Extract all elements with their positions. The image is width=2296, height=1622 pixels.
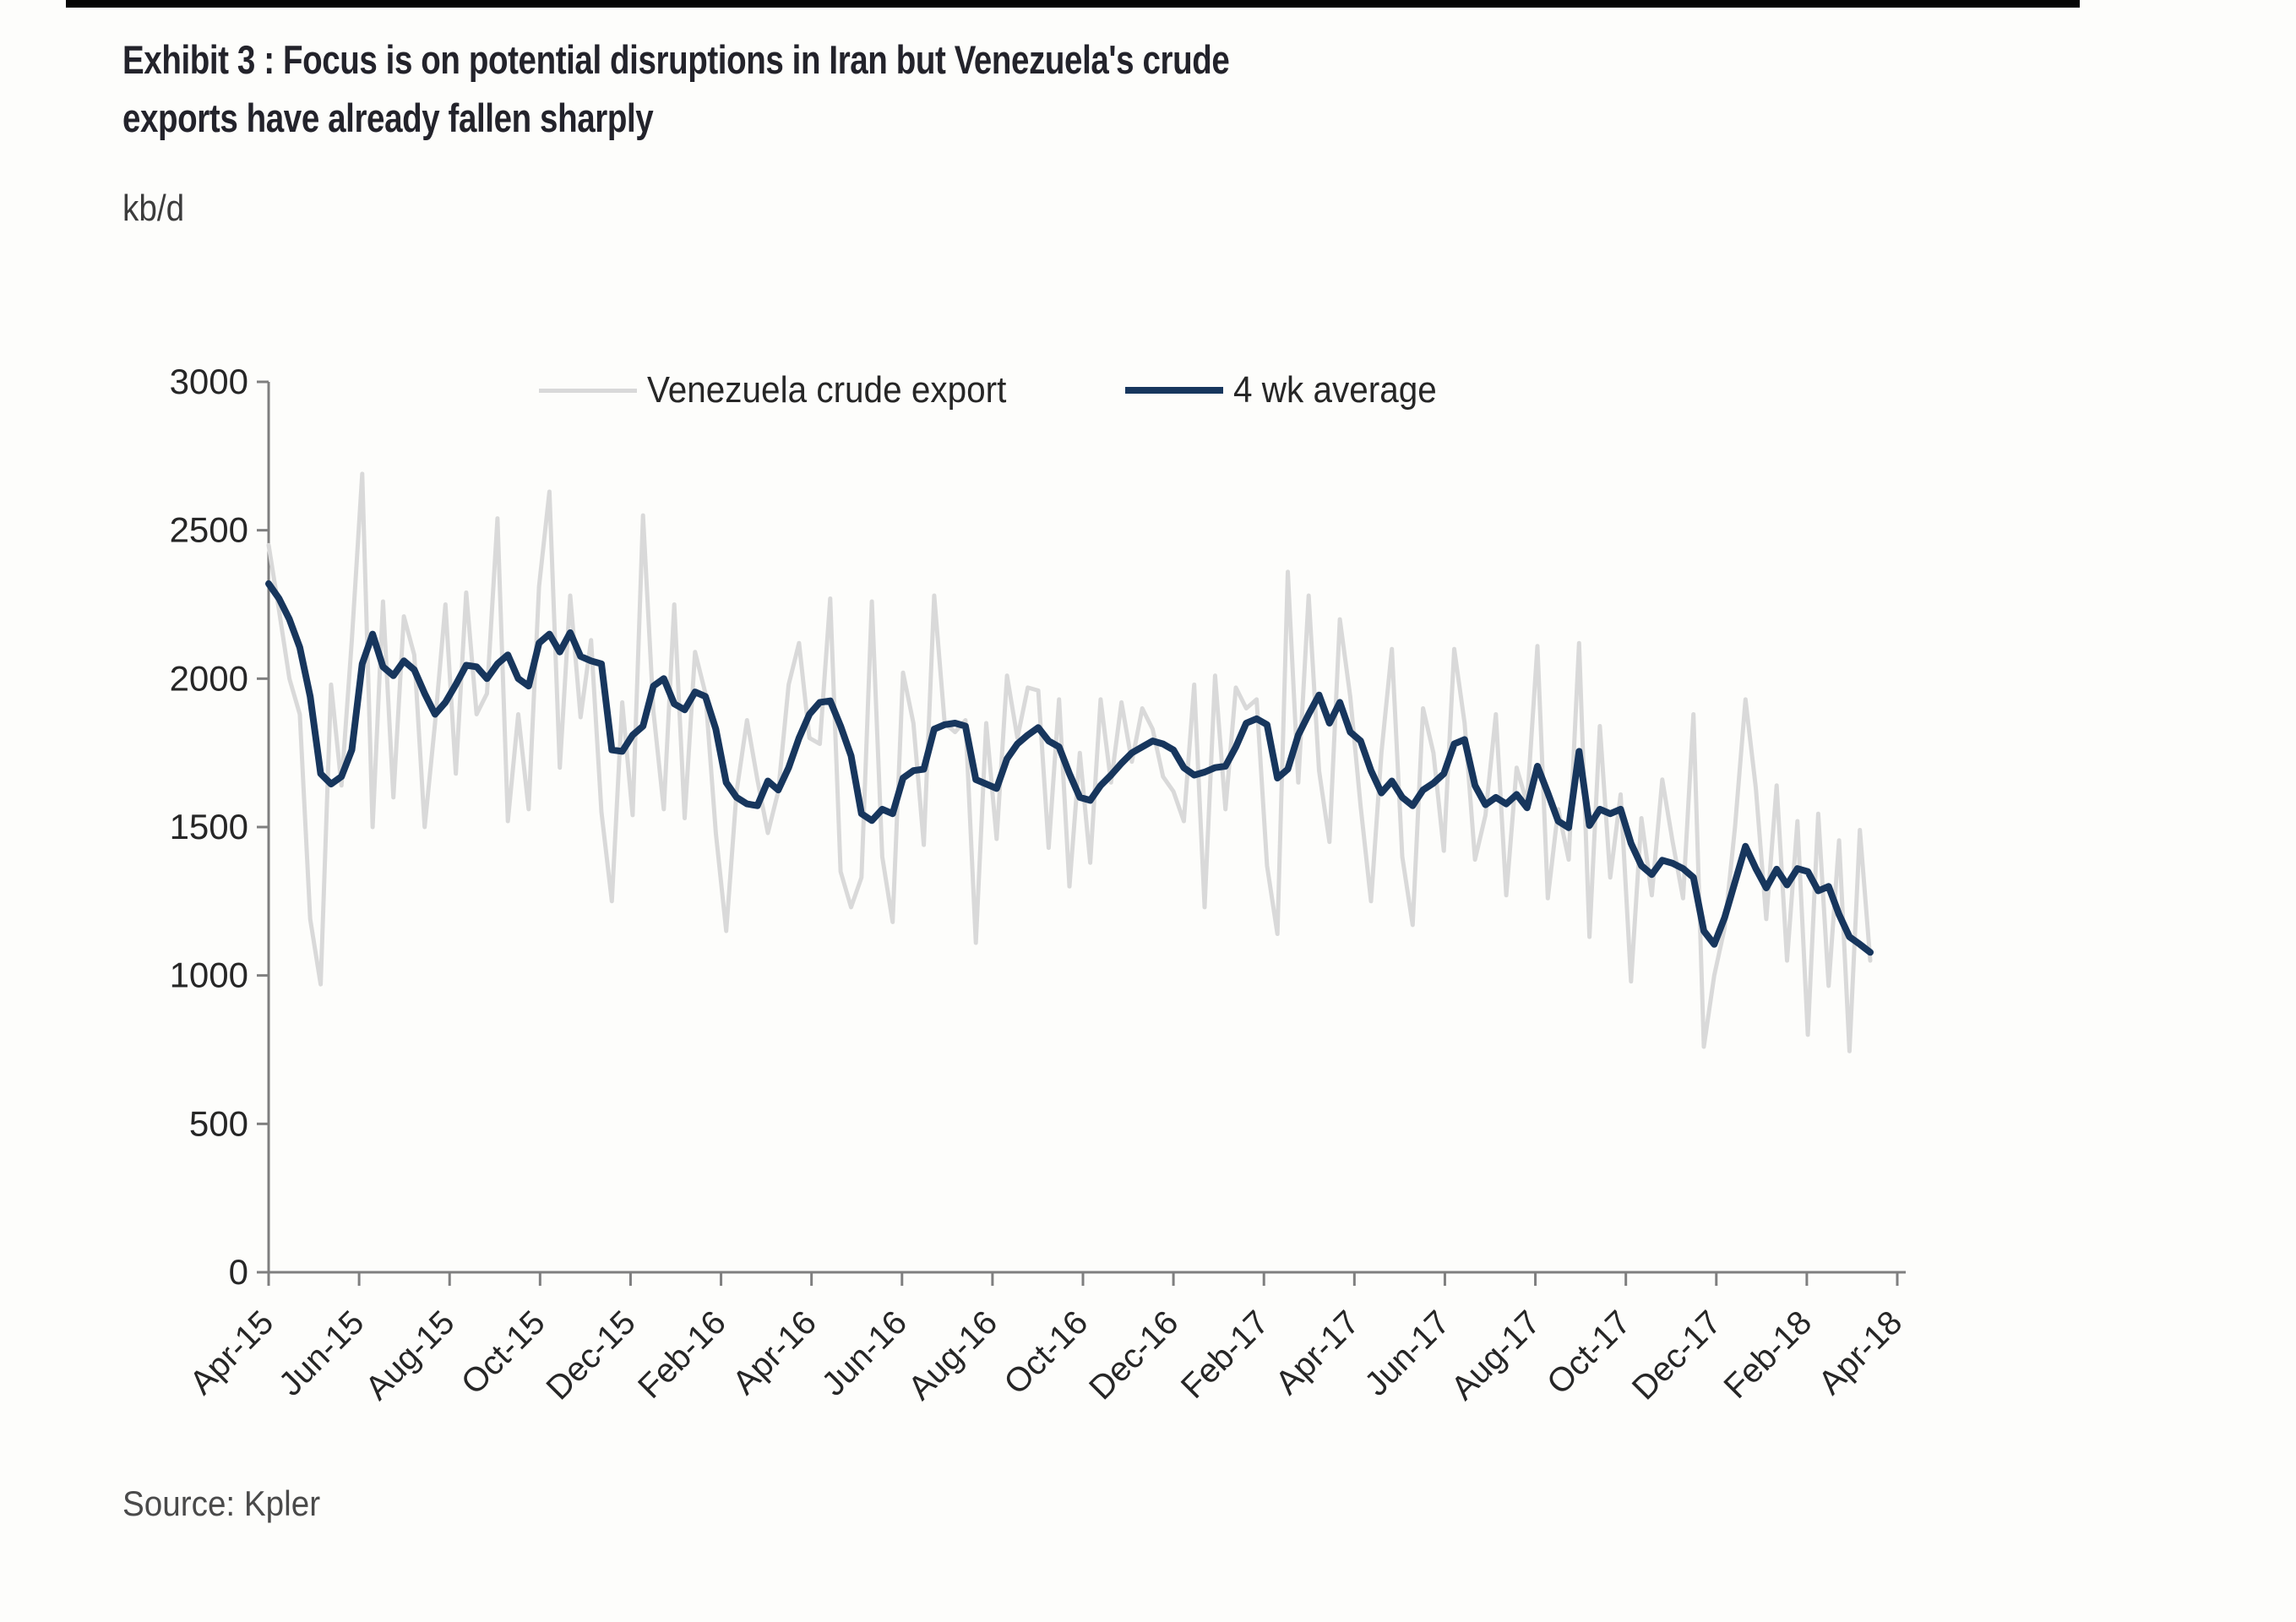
series-line-4-wk-average bbox=[265, 580, 1874, 956]
legend-label-venezuela-crude-export: Venezuela crude export bbox=[647, 369, 1007, 411]
4wk-average-line-swatch bbox=[1125, 387, 1224, 394]
x-tick-label: Dec-16 bbox=[1082, 1304, 1185, 1407]
chart-legend: Venezuela crude export 4 wk average bbox=[539, 365, 1455, 416]
x-tick-label: Apr-16 bbox=[726, 1304, 824, 1402]
y-tick-label: 2000 bbox=[170, 658, 248, 698]
x-tick-label: Jun-15 bbox=[272, 1304, 372, 1403]
y-tick-label: 1000 bbox=[170, 955, 248, 995]
x-tick-label: Jun-17 bbox=[1357, 1304, 1457, 1403]
x-tick-label: Feb-18 bbox=[1717, 1304, 1820, 1406]
y-axis-unit-label: kb/d bbox=[122, 188, 185, 229]
top-border-rule bbox=[66, 0, 2080, 8]
x-tick-label: Apr-17 bbox=[1269, 1304, 1367, 1402]
x-tick-label: Dec-15 bbox=[540, 1304, 643, 1407]
x-tick-label: Apr-15 bbox=[182, 1304, 280, 1402]
legend-item-venezuela-crude-export: Venezuela crude export bbox=[539, 369, 1037, 411]
y-tick-label: 0 bbox=[229, 1252, 248, 1292]
x-tick-label: Apr-18 bbox=[1811, 1304, 1909, 1402]
y-tick-label: 3000 bbox=[170, 362, 248, 401]
x-tick-label: Aug-17 bbox=[1445, 1304, 1548, 1407]
x-tick-label: Oct-15 bbox=[454, 1304, 552, 1402]
series-line-venezuela-crude-export bbox=[266, 471, 1873, 1053]
x-tick-label: Aug-15 bbox=[358, 1304, 461, 1407]
exhibit-title-line-1: Exhibit 3 : Focus is on potential disrup… bbox=[122, 37, 1230, 82]
x-tick-label: Jun-16 bbox=[815, 1304, 915, 1403]
legend-label-4wk-average: 4 wk average bbox=[1233, 369, 1438, 411]
y-tick-label: 500 bbox=[189, 1103, 248, 1143]
venezuela-crude-export-line-swatch bbox=[539, 388, 637, 393]
x-tick-label: Feb-16 bbox=[631, 1304, 733, 1406]
x-tick-label: Oct-17 bbox=[1540, 1304, 1638, 1402]
source-label: Source: Kpler bbox=[122, 1483, 321, 1523]
x-tick-label: Aug-16 bbox=[901, 1304, 1004, 1407]
legend-item-4wk-average: 4 wk average bbox=[1125, 369, 1455, 411]
exhibit-title: Exhibit 3 : Focus is on potential disrup… bbox=[122, 30, 1300, 147]
x-tick-label: Oct-16 bbox=[997, 1304, 1095, 1402]
y-tick-label: 2500 bbox=[170, 510, 248, 550]
exhibit-title-line-2: exports have already fallen sharply bbox=[122, 95, 654, 140]
x-tick-label: Dec-17 bbox=[1625, 1304, 1728, 1407]
y-tick-label: 1500 bbox=[170, 807, 248, 846]
x-tick-label: Feb-17 bbox=[1174, 1304, 1276, 1406]
